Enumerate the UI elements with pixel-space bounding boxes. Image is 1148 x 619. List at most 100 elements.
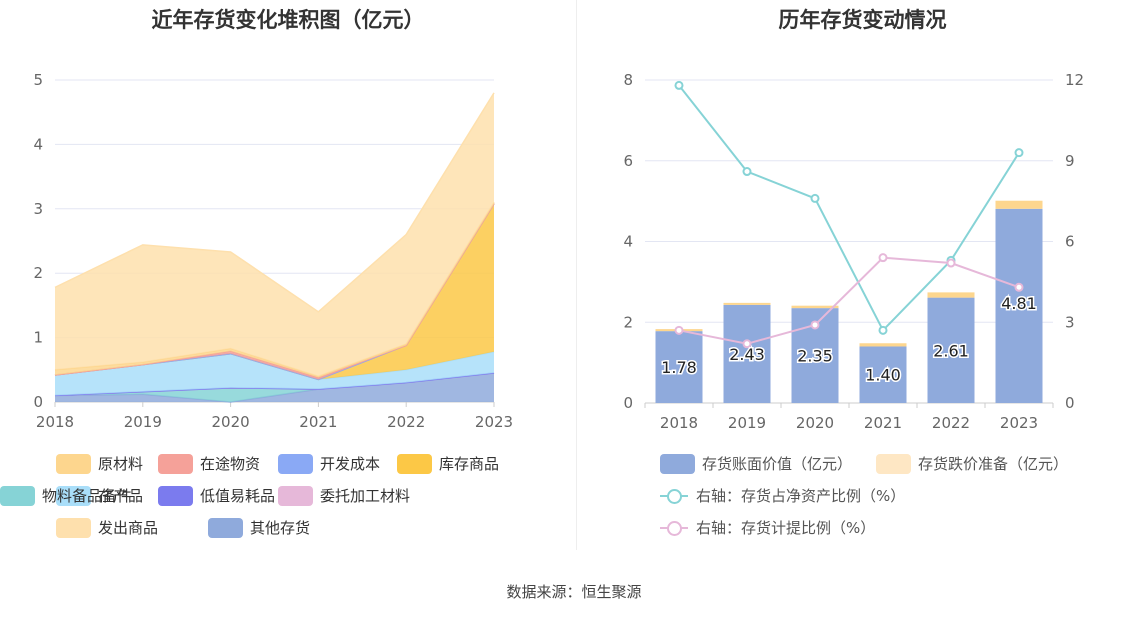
area-series-物料备品备件 — [55, 373, 494, 402]
legend-line-swatch — [660, 486, 688, 506]
legend-item[interactable]: 在途物资 — [158, 453, 260, 474]
bar-provision — [859, 343, 907, 347]
y-tick-label: 6 — [623, 152, 633, 170]
legend-label: 右轴：存货计提比例（%） — [696, 519, 876, 537]
stacked-area-chart: 0 1 2 3 4 5 2018 2019 2020 2021 2022 2023 — [33, 71, 513, 431]
legend-label: 其他存货 — [250, 519, 311, 537]
legend-label: 开发成本 — [320, 455, 381, 473]
legend-label: 原材料 — [98, 455, 144, 473]
legend-item[interactable]: 低值易耗品 — [158, 485, 275, 506]
legend-item[interactable]: 右轴：存货占净资产比例（%） — [660, 485, 905, 506]
x-tick-label: 2020 — [796, 414, 834, 432]
legend-item[interactable]: 开发成本 — [278, 453, 380, 474]
legend-label: 在产品 — [98, 487, 144, 505]
point-provision-ratio — [878, 253, 888, 263]
y2-tick-label: 0 — [1065, 394, 1075, 412]
bar-value-label: 1.78 — [661, 358, 697, 377]
y-tick-label: 1 — [33, 329, 43, 347]
legend-label: 物料备品备件 — [42, 487, 133, 505]
point-provision-ratio — [1014, 282, 1024, 292]
right-legend: 存货账面价值（亿元） 存货跌价准备（亿元） 右轴：存货占净资产比例（%） 右轴：存货计… — [577, 450, 1148, 545]
y-tick-label: 2 — [623, 313, 633, 331]
x-tick-label: 2019 — [124, 413, 162, 431]
legend-swatch — [278, 485, 313, 506]
legend-swatch — [56, 517, 91, 538]
bar-line-chart-panel: 历年存货变动情况 0 0 2 3 4 6 6 9 8 12 2018 2019 2020 2021 2022… — [577, 0, 1148, 550]
x-tick-label: 2018 — [660, 414, 698, 432]
legend-label: 低值易耗品 — [200, 487, 276, 505]
x-tick-label: 2022 — [387, 413, 425, 431]
left-legend: 原材料 在途物资 开发成本 库存商品在产品 低值易耗品 委托加工材料 物料备品备件发出商品 其… — [0, 450, 576, 545]
bar-book-value — [995, 208, 1043, 403]
y-tick-label: 8 — [623, 71, 633, 89]
legend-item[interactable]: 存货账面价值（亿元） — [660, 453, 852, 474]
legend-swatch — [660, 453, 695, 474]
line-provision-ratio — [678, 256, 1020, 345]
bar-book-value — [655, 331, 703, 403]
bar-value-label: 4.81 — [1001, 294, 1037, 313]
x-tick-label: 2022 — [932, 414, 970, 432]
bar-provision — [723, 302, 771, 305]
legend-swatch — [208, 517, 243, 538]
legend-item[interactable]: 存货跌价准备（亿元） — [876, 453, 1068, 474]
legend-swatch — [876, 453, 911, 474]
legend-swatch — [158, 453, 193, 474]
legend-swatch — [56, 485, 91, 506]
legend-item[interactable]: 在产品 — [56, 485, 143, 506]
legend-line-swatch — [660, 518, 688, 538]
point-provision-ratio — [742, 339, 752, 349]
legend-item[interactable]: 库存商品 — [397, 453, 499, 474]
area-series-其他存货 — [55, 373, 494, 402]
bar-provision — [995, 200, 1043, 209]
y2-tick-label: 12 — [1065, 71, 1084, 89]
bar-book-value — [859, 346, 907, 403]
legend-swatch — [56, 453, 91, 474]
x-tick-label: 2020 — [212, 413, 250, 431]
legend-item[interactable]: 委托加工材料 — [278, 485, 410, 506]
legend-item[interactable]: 其他存货 — [208, 517, 310, 538]
y-tick-label: 4 — [33, 135, 43, 153]
x-tick-label: 2019 — [728, 414, 766, 432]
legend-label: 存货账面价值（亿元） — [702, 455, 853, 473]
point-net-asset-ratio — [674, 80, 684, 90]
bar-value-label: 2.35 — [797, 347, 833, 366]
legend-label: 委托加工材料 — [320, 487, 411, 505]
y-tick-label: 4 — [623, 233, 633, 251]
line-net-asset-ratio — [678, 84, 1020, 333]
legend-label: 发出商品 — [98, 519, 159, 537]
legend-label: 右轴：存货占净资产比例（%） — [696, 487, 906, 505]
y-tick-label: 0 — [33, 393, 43, 411]
legend-item[interactable]: 原材料 — [56, 453, 143, 474]
legend-item[interactable]: 右轴：存货计提比例（%） — [660, 517, 875, 538]
stacked-area-chart-panel: 近年存货变化堆积图（亿元） 0 1 2 3 4 5 2018 2019 2020 2021 2022… — [0, 0, 576, 550]
point-provision-ratio — [810, 320, 820, 330]
left-chart-title: 近年存货变化堆积图（亿元） — [151, 8, 425, 32]
panel-divider — [576, 0, 577, 550]
y-tick-label: 3 — [33, 200, 43, 218]
legend-item[interactable]: 物料备品备件 — [0, 485, 132, 506]
legend-swatch — [397, 453, 432, 474]
legend-item[interactable]: 发出商品 — [56, 517, 158, 538]
bar-book-value — [723, 304, 771, 403]
point-net-asset-ratio — [810, 193, 820, 203]
bar-provision — [791, 305, 839, 309]
legend-label: 在途物资 — [200, 455, 261, 473]
legend-swatch — [158, 485, 193, 506]
y2-tick-label: 6 — [1065, 233, 1075, 251]
bar-value-label: 2.43 — [729, 345, 765, 364]
bar-provision — [927, 292, 975, 298]
x-tick-label: 2021 — [299, 413, 337, 431]
point-net-asset-ratio — [878, 325, 888, 335]
point-net-asset-ratio — [742, 167, 752, 177]
area-series-在产品 — [55, 351, 494, 396]
point-net-asset-ratio — [1014, 148, 1024, 158]
legend-marker — [667, 488, 682, 504]
data-source-note: 数据来源：恒生聚源 — [506, 583, 642, 601]
bar-book-value — [927, 297, 975, 403]
bar-line-chart: 0 0 2 3 4 6 6 9 8 12 2018 2019 2020 2021 2022 2023 1.78 2… — [623, 71, 1084, 432]
area-series-发出商品 — [55, 92, 494, 377]
y-tick-label: 5 — [33, 71, 43, 89]
y2-tick-label: 3 — [1065, 313, 1075, 331]
point-provision-ratio — [946, 258, 956, 268]
x-tick-label: 2021 — [864, 414, 902, 432]
